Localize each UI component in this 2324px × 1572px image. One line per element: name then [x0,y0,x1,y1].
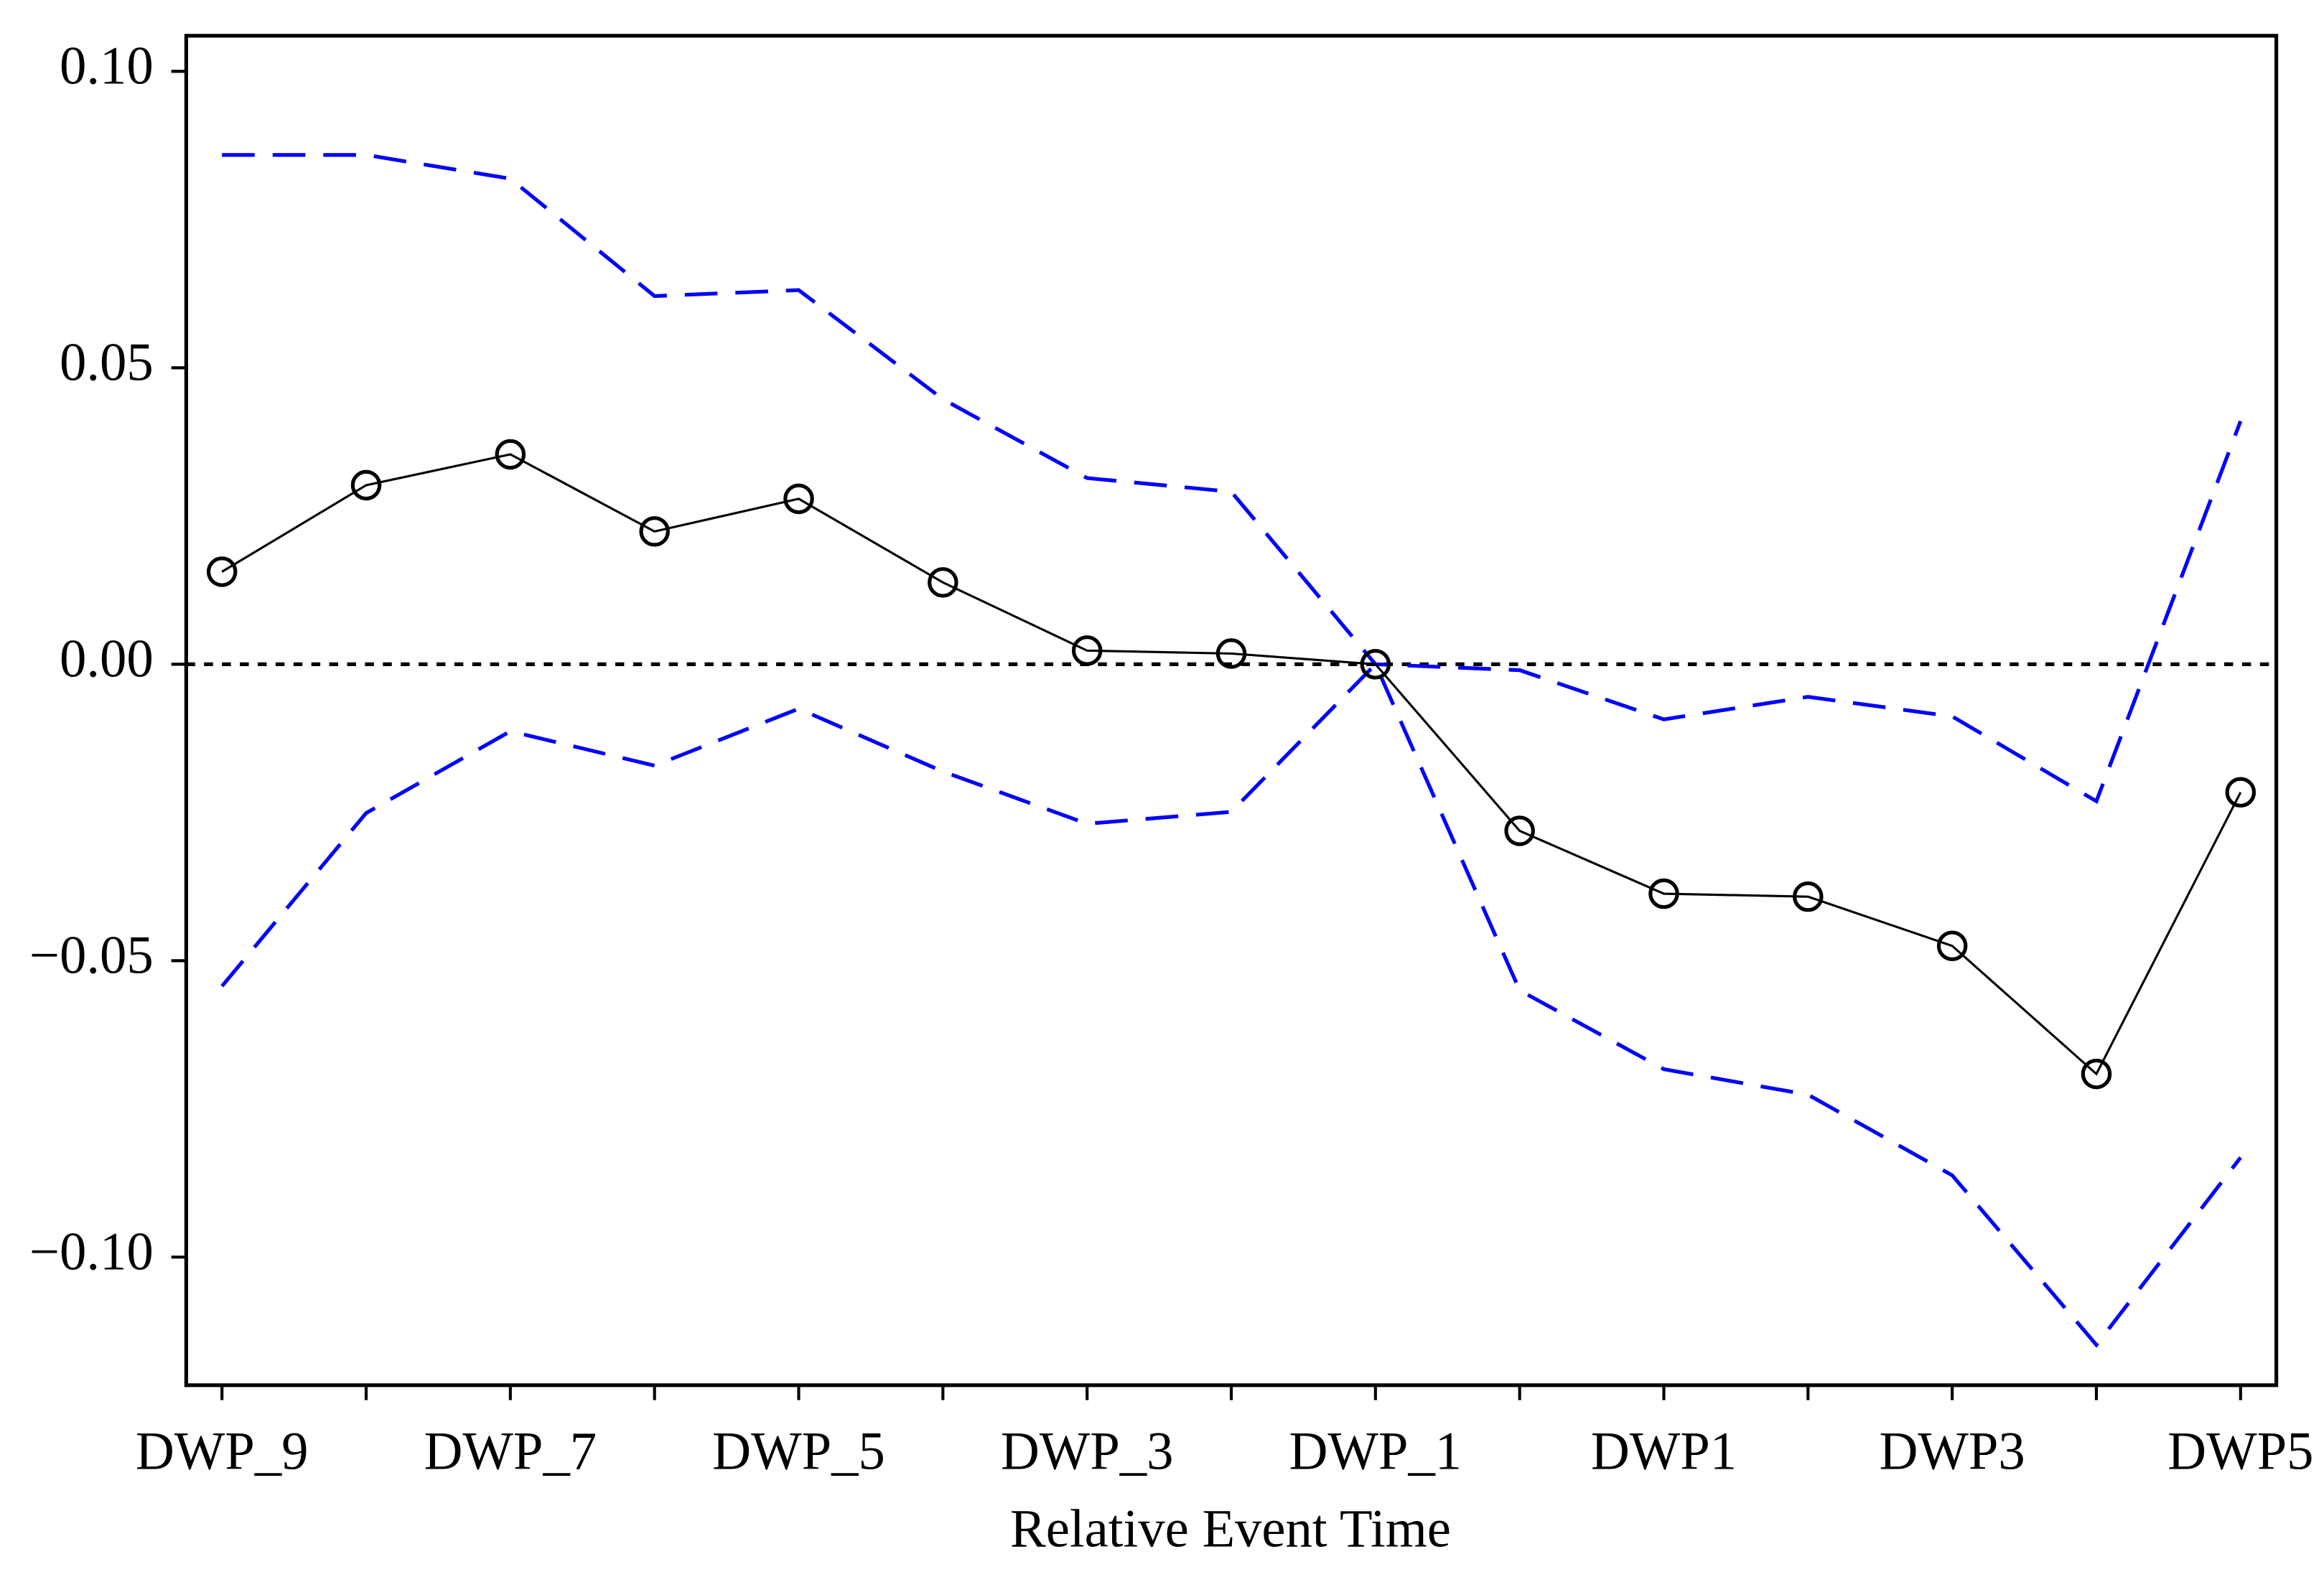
x-tick-label: DWP_3 [1001,1422,1174,1482]
point [1648,878,1679,909]
point [2225,777,2257,808]
point [495,439,526,470]
point [928,567,958,598]
estimate-line [221,453,2242,1076]
x-tick-label: DWP3 [1879,1422,2025,1482]
point [1360,649,1391,680]
x-tick-label: DWP_5 [712,1422,885,1482]
point [1215,638,1247,669]
x-tick-label: DWP_1 [1289,1422,1462,1482]
y-tick-label: −0.10 [29,1222,154,1281]
x-tick-label: DWP_9 [136,1422,309,1482]
point [1793,881,1824,912]
point [206,556,238,587]
y-tick-label: 0.10 [60,37,154,96]
x-axis-label: Relative Event Time [1010,1499,1451,1558]
point [350,469,382,501]
x-tick-label: DWP1 [1591,1422,1737,1482]
y-tick-label: 0.00 [60,630,154,689]
point [1504,815,1535,846]
point [1936,930,1968,961]
y-tick-label: −0.05 [29,926,154,986]
confidence-bound [220,660,2242,1348]
y-tick-label: 0.05 [60,333,154,393]
x-tick-label: DWP5 [2167,1422,2313,1482]
point [1071,635,1103,666]
point [2081,1058,2112,1090]
point [639,516,670,547]
x-tick-label: DWP_7 [424,1422,597,1482]
point [783,483,814,515]
plot-frame [184,34,2279,1388]
confidence-bound [222,153,2243,804]
